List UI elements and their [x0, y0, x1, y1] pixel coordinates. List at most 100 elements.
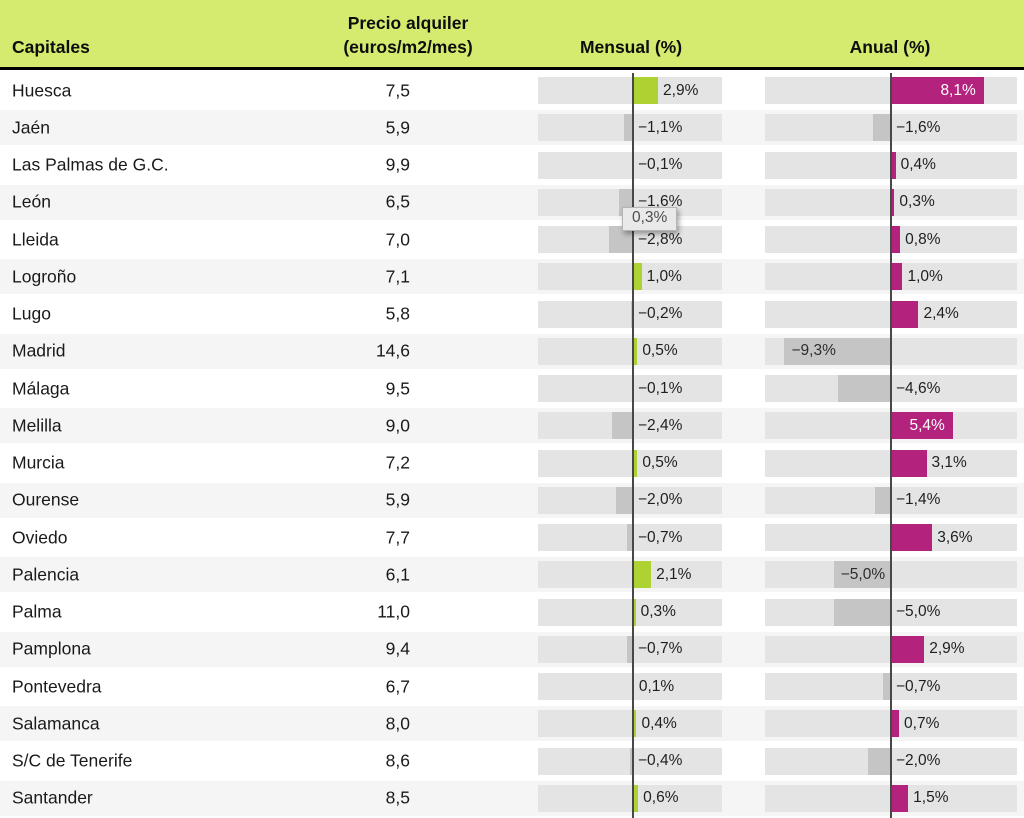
anual-bar: [891, 524, 933, 551]
mensual-bar: [633, 710, 637, 738]
capital-name: Pamplona: [12, 638, 91, 659]
mensual-bar-label: −1,1%: [638, 118, 683, 136]
mensual-bar: [633, 337, 638, 365]
mensual-bar-track[interactable]: −0,4%: [538, 747, 722, 775]
rental-price-value: 9,4: [385, 638, 410, 659]
mensual-bar-track[interactable]: 0,1%: [538, 673, 722, 700]
hover-tooltip: 0,3%: [622, 207, 678, 231]
mensual-bar-track[interactable]: 0,4%: [538, 710, 722, 738]
rental-price-value: 9,5: [385, 378, 410, 399]
table-row: Pontevedra 6,7 0,1% −0,7%: [0, 669, 1024, 705]
capital-name: Huesca: [12, 80, 72, 101]
anual-bar-label: 3,6%: [937, 528, 973, 546]
mensual-zero-axis-line: [632, 73, 634, 818]
anual-bar-label: 0,4%: [900, 156, 936, 173]
capital-name: Santander: [12, 787, 93, 808]
anual-bar-label: 1,0%: [907, 267, 943, 285]
anual-bar-label: −1,6%: [896, 118, 941, 136]
anual-bar: [891, 263, 903, 291]
table-row: Lugo 5,8 −0,2% 2,4%: [0, 296, 1024, 332]
mensual-bar: [633, 77, 659, 104]
mensual-bar-track[interactable]: 0,5%: [538, 337, 722, 365]
table-row: Logroño 7,1 1,0% 1,0%: [0, 259, 1024, 295]
anual-bar: [891, 300, 919, 328]
mensual-bar: [629, 747, 633, 775]
table-row: Jaén 5,9 −1,1% −1,6%: [0, 110, 1024, 146]
mensual-bar: [626, 635, 633, 663]
anual-zero-axis-line: [890, 73, 892, 818]
mensual-bar-label: −0,7%: [638, 640, 683, 658]
anual-bar-label: −2,0%: [896, 752, 941, 769]
mensual-bar-track[interactable]: −2,4%: [538, 412, 722, 440]
mensual-bar-label: 0,5%: [642, 454, 678, 471]
mensual-bar-track[interactable]: 2,9%: [538, 77, 722, 104]
table-row: Lleida 7,0 −2,8% 0,8%: [0, 222, 1024, 258]
mensual-bar-track[interactable]: −2,0%: [538, 486, 722, 514]
anual-bar: [891, 188, 895, 216]
mensual-bar-label: −1,6%: [638, 193, 683, 211]
mensual-bar: [633, 561, 652, 589]
anual-bar-label: 3,1%: [931, 454, 967, 471]
table-row: Pamplona 9,4 −0,7% 2,9%: [0, 631, 1024, 667]
anual-bar: [833, 561, 891, 589]
capital-name: Murcia: [12, 452, 65, 473]
rental-price-value: 8,5: [385, 787, 410, 808]
mensual-bar: [633, 263, 642, 291]
mensual-bar-track[interactable]: 0,6%: [538, 784, 722, 812]
rental-price-value: 7,0: [385, 229, 410, 250]
mensual-bar-label: 0,4%: [641, 714, 677, 732]
table-row: Málaga 9,5 −0,1% −4,6%: [0, 371, 1024, 407]
capital-name: Lleida: [12, 229, 59, 250]
column-header-precio-alquiler: Precio alquiler (euros/m2/mes): [343, 12, 473, 57]
rental-price-value: 7,7: [385, 527, 410, 548]
mensual-bar-label: 1,0%: [646, 267, 682, 285]
table-body: Santander 8,5 0,6% 1,5% S/C de Tenerife …: [0, 73, 1024, 818]
table-row: Melilla 9,0 −2,4% 5,4%: [0, 408, 1024, 444]
capital-name: Jaén: [12, 117, 50, 138]
anual-bar-label: −1,4%: [896, 491, 941, 509]
mensual-bar: [633, 449, 638, 477]
mensual-bar-track[interactable]: 0,5%: [538, 449, 722, 477]
capital-name: León: [12, 191, 51, 212]
rental-price-value: 6,1: [385, 564, 410, 585]
anual-bar-label: 0,8%: [905, 230, 941, 248]
anual-bar: [891, 635, 925, 663]
rental-price-value: 7,1: [385, 266, 410, 287]
mensual-bar-track[interactable]: −0,2%: [538, 300, 722, 328]
mensual-bar-label: 0,6%: [643, 789, 679, 807]
mensual-bar-track[interactable]: −2,8%: [538, 226, 722, 253]
column-header-mensual: Mensual (%): [579, 36, 683, 57]
table-row: Salamanca 8,0 0,4% 0,7%: [0, 706, 1024, 742]
mensual-bar-track[interactable]: −0,1%: [538, 151, 722, 179]
mensual-bar-track[interactable]: 1,0%: [538, 263, 722, 291]
mensual-bar-track[interactable]: 0,3%: [538, 598, 722, 626]
column-header-capitales: Capitales: [12, 36, 90, 57]
mensual-bar-track[interactable]: −1,1%: [538, 114, 722, 142]
table-row: Madrid 14,6 0,5% −9,3%: [0, 333, 1024, 369]
mensual-bar-track[interactable]: −0,7%: [538, 524, 722, 551]
capital-name: Ourense: [12, 489, 80, 510]
mensual-bar-label: 0,5%: [642, 342, 678, 360]
rental-price-value: 6,5: [385, 191, 410, 212]
mensual-bar-track[interactable]: 2,1%: [538, 561, 722, 589]
mensual-bar: [623, 114, 633, 142]
capital-name: Melilla: [12, 415, 62, 436]
mensual-bar-track[interactable]: −0,7%: [538, 635, 722, 663]
table-header: Capitales Precio alquiler (euros/m2/mes)…: [0, 0, 1024, 70]
anual-bar: [872, 114, 891, 142]
table-row: Murcia 7,2 0,5% 3,1%: [0, 445, 1024, 481]
anual-bar: [891, 226, 901, 253]
anual-bar: [891, 77, 984, 104]
table-row: Huesca 7,5 2,9% 8,1%: [0, 73, 1024, 109]
rental-price-value: 5,8: [385, 303, 410, 324]
anual-bar: [891, 151, 896, 179]
rental-price-value: 7,2: [385, 452, 410, 473]
mensual-bar-label: 2,1%: [656, 565, 692, 583]
anual-bar-label: −4,6%: [896, 379, 941, 397]
table-row: S/C de Tenerife 8,6 −0,4% −2,0%: [0, 743, 1024, 779]
anual-bar: [784, 337, 891, 365]
capital-name: Palma: [12, 601, 62, 622]
capital-name: Logroño: [12, 266, 77, 287]
mensual-bar-label: 0,1%: [638, 677, 675, 695]
mensual-bar-track[interactable]: −0,1%: [538, 375, 722, 402]
